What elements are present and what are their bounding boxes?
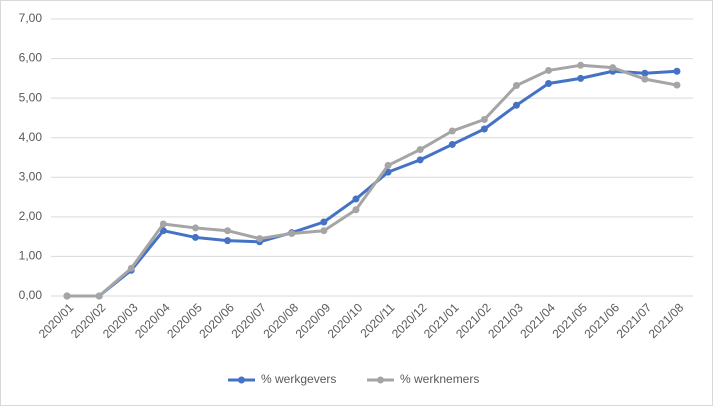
y-tick-label: 1,00: [19, 249, 43, 263]
point: [673, 67, 681, 75]
y-tick-label: 2,00: [19, 209, 43, 223]
point: [224, 237, 232, 245]
point: [288, 229, 296, 237]
point: [352, 206, 360, 214]
point: [512, 101, 520, 109]
point: [384, 161, 392, 169]
point: [673, 81, 681, 89]
point: [320, 218, 328, 226]
point: [512, 81, 520, 89]
point: [577, 74, 585, 82]
y-tick-label: 4,00: [19, 130, 43, 144]
point: [159, 220, 167, 228]
legend-label: % werkgevers: [261, 372, 336, 386]
point: [224, 227, 232, 235]
y-tick-label: 3,00: [19, 169, 43, 183]
point: [448, 127, 456, 135]
point: [352, 195, 360, 203]
point: [191, 224, 199, 232]
point: [384, 168, 392, 176]
y-tick-label: 7,00: [19, 11, 43, 25]
legend-marker: [238, 376, 245, 384]
point: [95, 292, 103, 300]
y-tick-label: 6,00: [19, 51, 43, 65]
point: [641, 75, 649, 83]
point: [191, 233, 199, 241]
point: [159, 227, 167, 235]
y-tick-label: 5,00: [19, 90, 43, 104]
point: [545, 66, 553, 74]
point: [127, 264, 135, 272]
line: [67, 63, 678, 298]
point: [448, 140, 456, 148]
point: [416, 156, 424, 164]
legend-label: % werknemers: [400, 372, 479, 386]
point: [63, 292, 71, 300]
point: [416, 146, 424, 154]
point: [256, 235, 264, 243]
y-tick-label: 0,00: [19, 288, 43, 302]
point: [320, 227, 328, 235]
point: [480, 125, 488, 133]
point: [609, 64, 617, 72]
point: [480, 116, 488, 124]
legend-marker: [377, 376, 384, 384]
point: [545, 80, 553, 88]
point: [577, 61, 585, 69]
point: [641, 69, 649, 77]
